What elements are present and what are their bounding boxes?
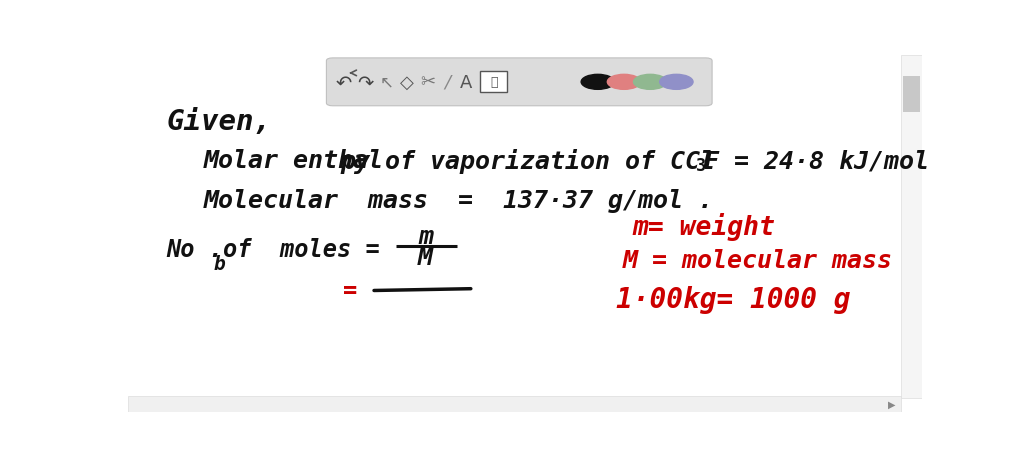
Circle shape xyxy=(634,75,667,90)
Text: ↖: ↖ xyxy=(380,74,393,92)
Circle shape xyxy=(582,75,614,90)
Text: Molar enthal: Molar enthal xyxy=(204,149,383,173)
Bar xyxy=(902,77,920,113)
Text: b: b xyxy=(213,255,225,274)
Text: 3: 3 xyxy=(696,157,707,175)
Text: A: A xyxy=(460,74,472,92)
Text: ⛰: ⛰ xyxy=(490,76,498,89)
Text: No .of  moles =: No .of moles = xyxy=(166,238,380,262)
Text: m= weight: m= weight xyxy=(632,213,775,241)
Bar xyxy=(128,396,901,412)
FancyBboxPatch shape xyxy=(480,72,507,93)
Text: M = molecular mass: M = molecular mass xyxy=(623,249,892,273)
Text: =: = xyxy=(343,279,357,303)
Text: ▶: ▶ xyxy=(888,399,895,409)
Bar xyxy=(901,56,922,398)
Text: /: / xyxy=(444,74,451,92)
FancyBboxPatch shape xyxy=(327,59,712,106)
Text: ✂: ✂ xyxy=(421,73,435,91)
Text: 1·00kg= 1000 g: 1·00kg= 1000 g xyxy=(616,286,851,314)
Text: m: m xyxy=(418,225,433,249)
Circle shape xyxy=(659,75,693,90)
Text: py of vaporization of CCl: py of vaporization of CCl xyxy=(341,148,716,173)
Text: ◇: ◇ xyxy=(400,74,415,92)
Circle shape xyxy=(607,75,641,90)
Text: M: M xyxy=(418,245,433,269)
Text: ↶: ↶ xyxy=(336,73,352,92)
Text: Given,: Given, xyxy=(166,107,271,136)
Text: ↷: ↷ xyxy=(357,73,374,92)
Text: F = 24·8 kJ/mol: F = 24·8 kJ/mol xyxy=(705,149,929,173)
Text: Molecular  mass  =  137·37 g/mol .: Molecular mass = 137·37 g/mol . xyxy=(204,189,714,213)
